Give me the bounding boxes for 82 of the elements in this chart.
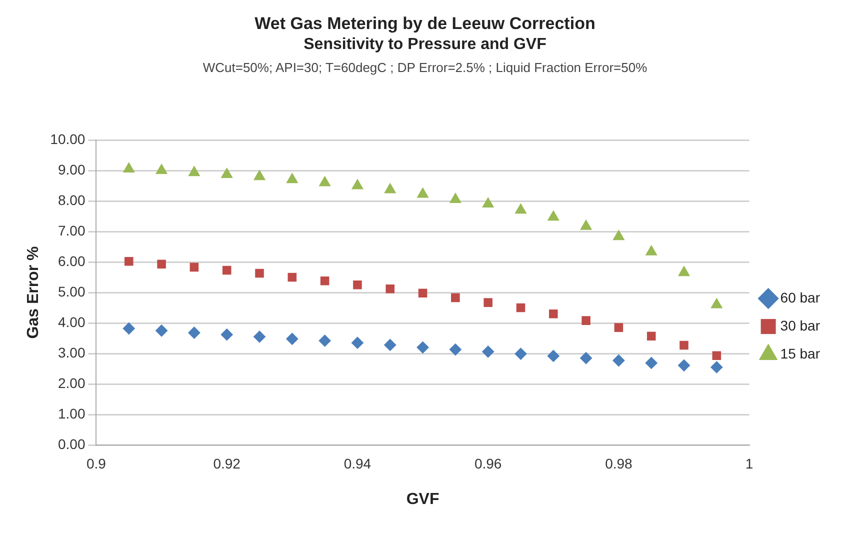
y-tick-label: 5.00 — [58, 283, 86, 300]
point — [254, 330, 266, 343]
point — [156, 324, 168, 337]
y-tick-label: 7.00 — [58, 222, 86, 238]
point — [255, 268, 264, 278]
point — [646, 245, 658, 256]
point — [710, 298, 722, 308]
point — [188, 166, 200, 176]
point — [450, 192, 462, 203]
point — [548, 309, 558, 318]
point — [221, 168, 233, 178]
x-tick-label: 0.98 — [605, 455, 633, 472]
legend-label: 15 bar — [780, 345, 820, 362]
point — [157, 260, 166, 269]
point — [351, 336, 364, 349]
y-tick-label: 0.00 — [58, 436, 86, 452]
point — [286, 332, 298, 345]
point — [645, 356, 658, 369]
point — [188, 326, 200, 339]
point — [254, 170, 266, 180]
point — [220, 328, 233, 341]
point — [712, 351, 722, 360]
point — [580, 220, 592, 230]
x-tick-label: 1 — [745, 455, 754, 472]
point — [416, 341, 429, 354]
point — [352, 179, 364, 190]
point — [190, 262, 199, 272]
legend-label: 60 bar — [780, 289, 820, 306]
point — [484, 298, 492, 307]
y-tick-label: 3.00 — [58, 344, 86, 360]
point — [514, 348, 527, 360]
point — [122, 322, 135, 334]
point — [548, 210, 560, 221]
point — [516, 303, 526, 312]
point — [612, 354, 625, 367]
point — [156, 164, 168, 174]
point — [614, 323, 624, 332]
point — [418, 288, 428, 298]
point — [646, 332, 656, 341]
point — [384, 338, 396, 351]
point — [678, 359, 690, 372]
point — [123, 162, 135, 172]
point — [386, 284, 395, 294]
point — [353, 280, 362, 290]
point — [482, 346, 494, 358]
y-tick-label: 9.00 — [58, 161, 86, 178]
y-tick-label: 2.00 — [58, 374, 86, 391]
x-tick-label: 0.94 — [344, 455, 372, 472]
y-tick-label: 8.00 — [58, 192, 86, 208]
x-tick-label: 0.96 — [474, 455, 502, 472]
point — [384, 183, 396, 194]
y-tick-label: 4.00 — [58, 314, 86, 330]
x-axis-title: GVF — [406, 490, 440, 508]
point — [580, 352, 592, 364]
chart-title: Wet Gas Metering by de Leeuw Correction — [254, 14, 596, 34]
y-tick-label: 10.00 — [50, 130, 86, 147]
point — [417, 188, 428, 198]
point — [482, 198, 494, 208]
x-tick-label: 0.9 — [86, 455, 106, 472]
point — [288, 272, 297, 282]
point — [451, 293, 460, 302]
point — [515, 204, 526, 214]
chart-subtitle: Sensitivity to Pressure and GVF — [302, 36, 548, 54]
point — [286, 173, 298, 184]
point — [547, 350, 560, 362]
text: WCut=50%; API=30; T=60degC ; DP Error=2.5% ; Liquid Fraction Error=50% — [202, 60, 648, 75]
point — [320, 276, 330, 286]
point — [319, 176, 331, 186]
point — [710, 361, 723, 374]
point — [678, 266, 690, 276]
point — [222, 266, 232, 275]
point — [124, 257, 134, 266]
legend-label: 30 bar — [780, 317, 820, 334]
y-axis-title: Gas Error % — [25, 246, 42, 339]
x-tick-label: 0.92 — [213, 455, 241, 472]
point — [449, 344, 462, 356]
y-tick-label: 1.00 — [58, 405, 86, 422]
point — [318, 334, 331, 347]
point — [612, 230, 624, 240]
point — [680, 340, 688, 350]
point — [582, 316, 590, 325]
y-tick-label: 6.00 — [58, 252, 86, 269]
